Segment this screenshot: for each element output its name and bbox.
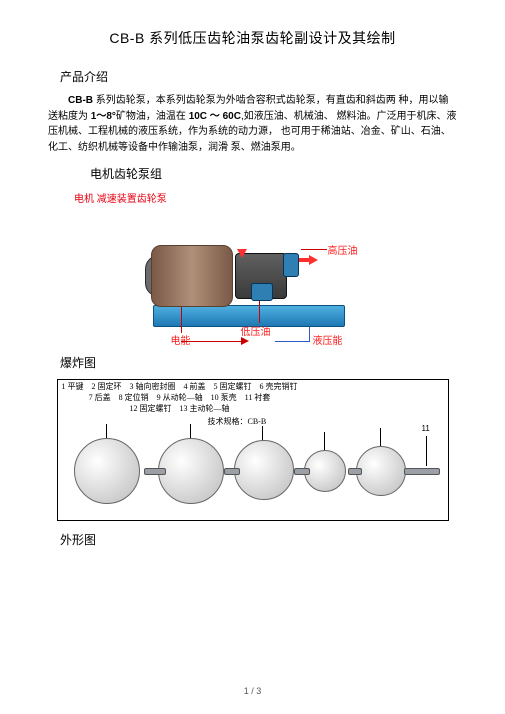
explosion-tech-label: 技术规格：CB-B <box>208 416 267 427</box>
rear-cover <box>356 446 406 496</box>
energy-arrow-icon <box>241 337 249 345</box>
index-line <box>190 424 191 438</box>
label-hydraulic-energy: 液压能 <box>313 332 343 347</box>
label-electric-energy: 电能 <box>171 332 191 347</box>
index-line <box>426 436 427 466</box>
motor-body <box>151 245 233 307</box>
index-line <box>324 432 325 450</box>
explosion-legend: 1 平键 2 固定环 3 轴向密封圈 4 前盖 5 固定螺钉 6 壳完销钉 7 … <box>62 382 298 414</box>
shaft <box>348 468 362 475</box>
explosion-heading: 爆炸图 <box>60 354 457 371</box>
leader-line <box>309 327 310 342</box>
index-line <box>262 426 263 440</box>
low-pressure-port <box>251 283 273 301</box>
motor-figure: 高压油 低压油 电能 液压能 <box>48 209 457 344</box>
callout-number: 11 <box>422 424 430 433</box>
leader-line <box>275 341 309 342</box>
shaft <box>404 468 440 475</box>
shaft <box>144 468 166 475</box>
label-low-oil: 低压油 <box>241 323 271 338</box>
index-line <box>380 428 381 446</box>
leader-line <box>301 249 327 250</box>
shaft <box>294 468 310 475</box>
label-high-oil: 高压油 <box>328 242 358 257</box>
gear-assembly <box>304 450 346 492</box>
outlet-arrow-shaft <box>299 258 309 262</box>
index-line <box>106 424 107 438</box>
leader-line <box>181 307 182 333</box>
shaft <box>224 468 240 475</box>
intro-heading: 产品介绍 <box>60 68 457 85</box>
inlet-arrow-icon <box>237 249 247 258</box>
high-pressure-port <box>283 253 299 277</box>
page-title: CB-B 系列低压齿轮油泵齿轮副设计及其绘制 <box>48 28 457 48</box>
leader-line <box>181 341 241 342</box>
intro-body: CB-B 系列齿轮泵，本系列齿轮泵为外啮合容积式齿轮泵，有直齿和斜齿两 种，用以… <box>48 93 457 155</box>
outlet-arrow-icon <box>309 255 318 265</box>
pump-housing <box>234 440 294 500</box>
leader-line <box>259 301 260 323</box>
motor-label: 电机 减速装置齿轮泵 <box>74 190 457 205</box>
outline-heading: 外形图 <box>60 531 457 548</box>
page-footer: 1 / 3 <box>0 686 505 696</box>
end-cover <box>74 438 140 504</box>
motor-heading: 电机齿轮泵组 <box>90 165 457 182</box>
front-cover <box>158 438 224 504</box>
explosion-figure: 1 平键 2 固定环 3 轴向密封圈 4 前盖 5 固定螺钉 6 壳完销钉 7 … <box>48 379 457 521</box>
